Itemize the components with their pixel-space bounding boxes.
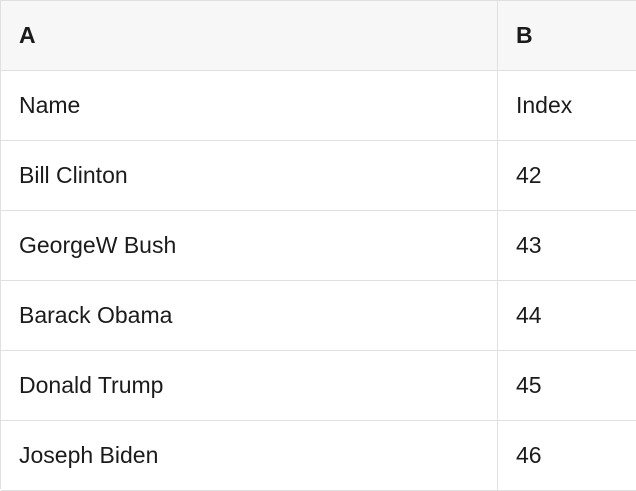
column-header-row: A B	[1, 1, 636, 71]
cell-president-index[interactable]: 44	[516, 302, 542, 328]
cell-president-name[interactable]: GeorgeW Bush	[1, 211, 498, 280]
cell-president-name[interactable]: Bill Clinton	[1, 141, 498, 210]
cell-president-index[interactable]: 42	[516, 162, 542, 188]
column-header-a[interactable]: A	[1, 1, 498, 70]
table-row: Bill Clinton 42	[1, 141, 636, 211]
cell-president-name[interactable]: Joseph Biden	[1, 421, 498, 490]
cell-president-index[interactable]: 46	[516, 442, 542, 468]
column-header-b[interactable]: B	[516, 22, 533, 48]
cell-president-name[interactable]: Donald Trump	[1, 351, 498, 420]
cell-index-header[interactable]: Index	[516, 92, 573, 118]
table-row: GeorgeW Bush 43	[1, 211, 636, 281]
cell-president-index[interactable]: 45	[516, 372, 542, 398]
table-row: Barack Obama 44	[1, 281, 636, 351]
cell-name-header[interactable]: Name	[1, 71, 498, 140]
table-row: Name Index	[1, 71, 636, 141]
table-row: Joseph Biden 46	[1, 421, 636, 491]
table-row: Donald Trump 45	[1, 351, 636, 421]
cell-president-name[interactable]: Barack Obama	[1, 281, 498, 350]
cell-president-index[interactable]: 43	[516, 232, 542, 258]
